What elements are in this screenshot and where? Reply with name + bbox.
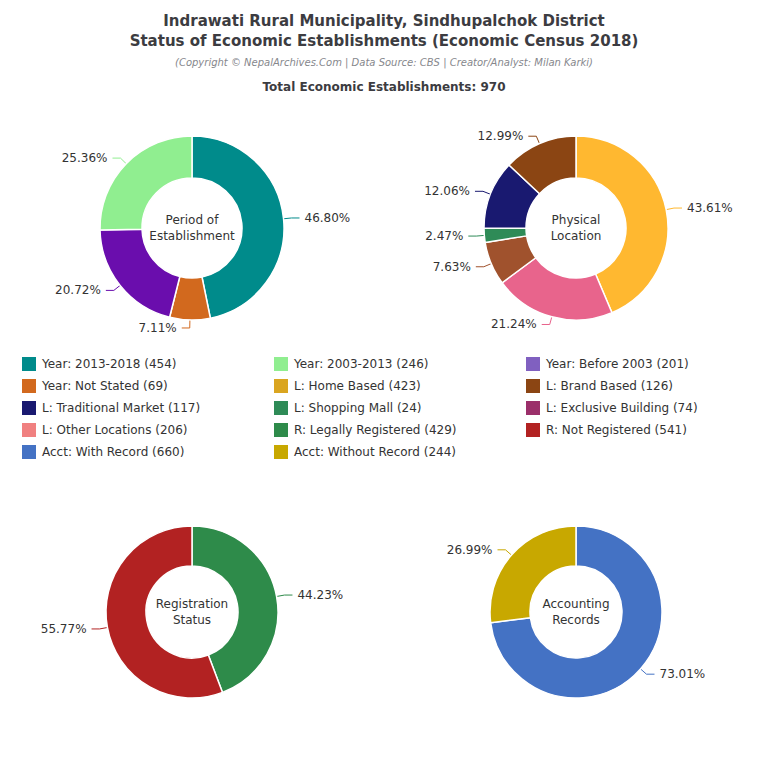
svg-text:12.99%: 12.99% xyxy=(478,129,524,143)
svg-text:(Copyright © NepalArchives.Com: (Copyright © NepalArchives.Com | Data So… xyxy=(175,57,593,69)
svg-text:Year: 2003-2013 (246): Year: 2003-2013 (246) xyxy=(293,357,429,371)
svg-text:Physical: Physical xyxy=(552,213,601,227)
svg-text:L: Shopping Mall (24): L: Shopping Mall (24) xyxy=(294,401,422,415)
svg-text:Year: Before 2003 (201): Year: Before 2003 (201) xyxy=(545,357,689,371)
svg-text:Location: Location xyxy=(551,229,602,243)
svg-text:L: Exclusive Building (74): L: Exclusive Building (74) xyxy=(546,401,698,415)
svg-text:46.80%: 46.80% xyxy=(304,211,350,225)
svg-text:Establishment: Establishment xyxy=(149,229,235,243)
svg-text:L: Brand Based (126): L: Brand Based (126) xyxy=(546,379,673,393)
svg-text:Total Economic Establishments:: Total Economic Establishments: 970 xyxy=(263,80,506,94)
svg-text:Records: Records xyxy=(552,613,600,627)
svg-text:7.63%: 7.63% xyxy=(433,260,471,274)
svg-text:R: Not Registered (541): R: Not Registered (541) xyxy=(546,423,687,437)
svg-text:Year: Not Stated (69): Year: Not Stated (69) xyxy=(41,379,168,393)
svg-text:2.47%: 2.47% xyxy=(425,229,463,243)
svg-text:R: Legally Registered (429): R: Legally Registered (429) xyxy=(294,423,456,437)
svg-text:L: Home Based (423): L: Home Based (423) xyxy=(294,379,421,393)
svg-text:Acct: With Record (660): Acct: With Record (660) xyxy=(42,445,184,459)
svg-text:Accounting: Accounting xyxy=(542,597,609,611)
svg-text:L: Traditional Market (117): L: Traditional Market (117) xyxy=(42,401,200,415)
svg-text:Status: Status xyxy=(173,613,211,627)
svg-text:Year: 2013-2018 (454): Year: 2013-2018 (454) xyxy=(41,357,177,371)
svg-text:43.61%: 43.61% xyxy=(687,201,733,215)
svg-text:21.24%: 21.24% xyxy=(491,317,537,331)
svg-text:Period of: Period of xyxy=(166,213,220,227)
svg-text:12.06%: 12.06% xyxy=(424,184,470,198)
svg-text:Acct: Without Record (244): Acct: Without Record (244) xyxy=(294,445,456,459)
svg-text:Status of Economic Establishme: Status of Economic Establishments (Econo… xyxy=(130,32,639,50)
svg-text:L: Other Locations (206): L: Other Locations (206) xyxy=(42,423,188,437)
svg-text:20.72%: 20.72% xyxy=(55,283,101,297)
svg-text:Registration: Registration xyxy=(156,597,228,611)
svg-text:55.77%: 55.77% xyxy=(41,622,87,636)
svg-text:7.11%: 7.11% xyxy=(139,321,177,335)
svg-text:Indrawati Rural Municipality,: Indrawati Rural Municipality, Sindhupalc… xyxy=(163,12,605,30)
svg-text:44.23%: 44.23% xyxy=(297,588,343,602)
svg-text:25.36%: 25.36% xyxy=(62,151,108,165)
svg-text:26.99%: 26.99% xyxy=(447,543,493,557)
svg-text:73.01%: 73.01% xyxy=(659,667,705,681)
